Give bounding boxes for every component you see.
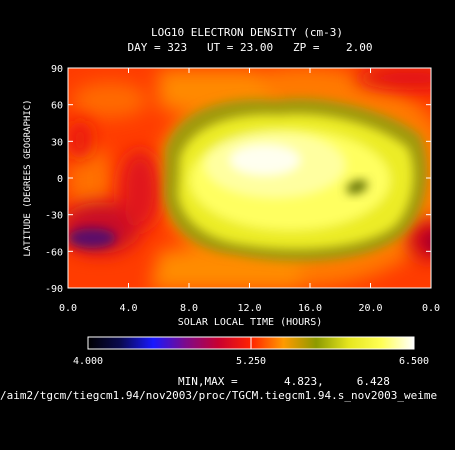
x-tick-label: 16.0 [298,303,322,314]
x-tick-label: 8.0 [180,303,198,314]
chart-subtitle: DAY = 323 UT = 23.00 ZP = 2.00 [127,41,372,54]
min-max-text: MIN,MAX = 4.823, 6.428 [178,375,390,388]
y-axis: 90 60 30 0 -30 -60 -90 [45,64,431,295]
colorbar-tick-label: 6.500 [399,356,429,367]
y-axis-label: LATITUDE (DEGREES GEOGRAPHIC) [23,99,33,256]
y-tick-label: 60 [51,101,63,112]
colorbar-labels: 4.000 5.250 6.500 [73,356,429,367]
colorbar-tick-label: 4.000 [73,356,103,367]
y-tick-label: -90 [45,284,63,295]
x-tick-label: 4.0 [119,303,137,314]
footer-path: /aim2/tgcm/tiegcm1.94/nov2003/proc/TGCM.… [0,389,437,402]
x-tick-label: 0.0 [422,303,440,314]
x-axis: 0.0 4.0 8.0 12.0 16.0 20.0 0.0 [59,68,440,314]
x-axis-label: SOLAR LOCAL TIME (HOURS) [178,317,323,328]
colorbar-tick-label: 5.250 [236,356,266,367]
chart-title: LOG10 ELECTRON DENSITY (cm-3) [151,26,343,39]
x-tick-label: 20.0 [358,303,382,314]
y-tick-label: -60 [45,247,63,258]
heatmap-field [68,68,431,288]
x-tick-label: 12.0 [237,303,261,314]
x-tick-label: 0.0 [59,303,77,314]
y-tick-label: 90 [51,64,63,75]
y-tick-label: 0 [57,174,63,185]
y-tick-label: -30 [45,211,63,222]
y-tick-label: 30 [51,137,63,148]
